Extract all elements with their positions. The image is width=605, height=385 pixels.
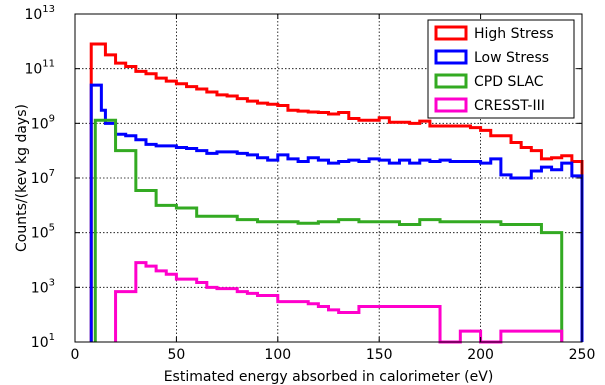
- legend-label: CPD SLAC: [474, 74, 544, 90]
- legend-swatch: [434, 25, 468, 41]
- y-axis-title: Counts/(kev kg days): [14, 104, 30, 252]
- x-tick-label: 100: [264, 347, 291, 363]
- series-low-stress: [89, 83, 584, 342]
- y-tick-label: 107: [31, 168, 55, 187]
- series-cresst-iii: [114, 261, 564, 344]
- x-tick-label: 0: [71, 347, 80, 363]
- legend-swatch: [434, 73, 468, 89]
- axis-ticks: 0 50 100 150 200 250 101 103 105 107 109 1011 1013: [24, 4, 595, 363]
- y-tick-label: 1011: [24, 59, 55, 78]
- y-tick-label: 101: [31, 332, 55, 351]
- series-cpd-slac: [93, 118, 564, 342]
- legend-label: Low Stress: [474, 50, 549, 66]
- legend-label: CRESST-III: [474, 98, 545, 114]
- x-tick-label: 150: [366, 347, 393, 363]
- legend-swatch: [434, 97, 468, 113]
- grid-lines: [75, 14, 582, 342]
- x-axis-title: Estimated energy absorbed in calorimeter…: [164, 369, 494, 385]
- x-tick-label: 50: [167, 347, 185, 363]
- x-tick-label: 200: [467, 347, 494, 363]
- plot-frame: [74, 13, 583, 343]
- series-high-stress: [89, 42, 584, 342]
- y-tick-label: 1013: [24, 4, 55, 23]
- series-layer: [89, 42, 584, 344]
- legend-swatch: [434, 49, 468, 65]
- legend-box: [427, 19, 575, 119]
- legend-label: High Stress: [474, 26, 554, 42]
- y-tick-label: 109: [31, 113, 55, 132]
- y-tick-label: 103: [31, 277, 55, 296]
- legend: High Stress Low Stress CPD SLAC CRESST-III: [427, 19, 575, 119]
- x-tick-label: 250: [569, 347, 596, 363]
- y-tick-label: 105: [31, 223, 55, 242]
